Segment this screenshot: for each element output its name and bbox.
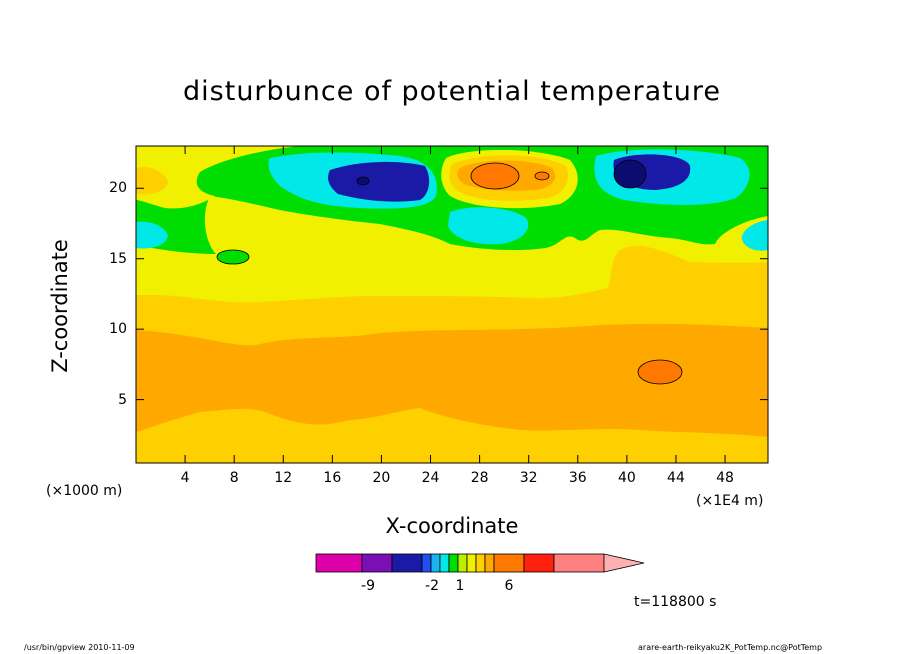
colorbar-swatch xyxy=(466,553,477,573)
colorbar xyxy=(315,553,645,573)
contour-region-cyan-right-edge xyxy=(741,220,768,251)
colorbar-swatch xyxy=(391,553,423,573)
footer-right: arare-earth-reikyaku2K_PotTemp.nc@PotTem… xyxy=(638,643,823,652)
y-axis-label: Z-coordinate xyxy=(48,239,72,373)
x-tick-label: 20 xyxy=(372,470,391,486)
x-tick-label: 32 xyxy=(519,470,538,486)
colorbar-swatch xyxy=(493,553,525,573)
x-tick-label: 48 xyxy=(716,470,734,486)
y-tick-label: 10 xyxy=(109,321,127,338)
colorbar-label: -2 xyxy=(425,578,439,594)
x-unit-right: (×1E4 m) xyxy=(696,493,764,509)
colorbar-swatch xyxy=(448,553,459,573)
colorbar-swatch xyxy=(421,553,432,573)
colorbar-arrow xyxy=(603,553,645,573)
contour-spot-navy-small xyxy=(356,176,370,186)
x-axis-label: X-coordinate xyxy=(385,514,519,538)
contour-spot-dark-orange-warm xyxy=(470,162,520,190)
colorbar-swatch xyxy=(475,553,486,573)
y-tick-label: 20 xyxy=(109,180,127,197)
x-tick-label: 28 xyxy=(470,470,489,486)
x-tick-label: 36 xyxy=(568,470,587,486)
time-annotation: t=118800 s xyxy=(634,594,717,610)
colorbar-label: -9 xyxy=(361,578,375,594)
colorbar-label: 1 xyxy=(455,578,465,594)
x-tick-label: 44 xyxy=(667,470,685,486)
colorbar-swatch xyxy=(430,553,441,573)
colorbar-swatch xyxy=(484,553,495,573)
contour-band-orange xyxy=(136,323,768,437)
x-tick-label: 40 xyxy=(617,470,636,486)
colorbar-swatch xyxy=(523,553,555,573)
y-axis-ticks xyxy=(136,187,768,401)
x-tick-label: 16 xyxy=(323,470,342,486)
colorbar-swatch xyxy=(439,553,450,573)
contour-region-cyan-left-edge xyxy=(136,221,168,249)
colorbar-swatch xyxy=(315,553,363,573)
x-unit-left: (×1000 m) xyxy=(46,483,123,499)
x-axis-ticks xyxy=(184,146,726,463)
contour-pocket-yellow-left xyxy=(136,146,300,209)
colorbar-swatch xyxy=(553,553,605,573)
contour-field xyxy=(136,146,768,463)
colorbar-swatch xyxy=(457,553,468,573)
plot-frame xyxy=(135,145,769,464)
contour-spot-dark-orange-warm-small xyxy=(534,171,550,181)
contour-pocket-yellow-left-upper xyxy=(136,166,168,195)
contour-spot-navy-right xyxy=(613,159,647,189)
contour-spot-dark-orange xyxy=(637,359,683,385)
y-tick-label: 15 xyxy=(109,250,127,267)
x-tick-label: 12 xyxy=(274,470,293,486)
y-tick-label: 5 xyxy=(118,391,127,408)
contour-region-blue-center-left xyxy=(328,161,430,202)
chart-title: disturbunce of potential temperature xyxy=(183,76,721,107)
colorbar-swatch xyxy=(361,553,393,573)
contour-region-cyan-center xyxy=(448,207,529,245)
x-tick-label: 24 xyxy=(421,470,440,486)
contour-spot-green-small xyxy=(216,249,250,265)
x-tick-label: 4 xyxy=(180,470,190,486)
colorbar-label: 6 xyxy=(504,578,514,594)
footer-left: /usr/bin/gpview 2010-11-09 xyxy=(24,643,135,652)
x-tick-label: 8 xyxy=(229,470,239,486)
